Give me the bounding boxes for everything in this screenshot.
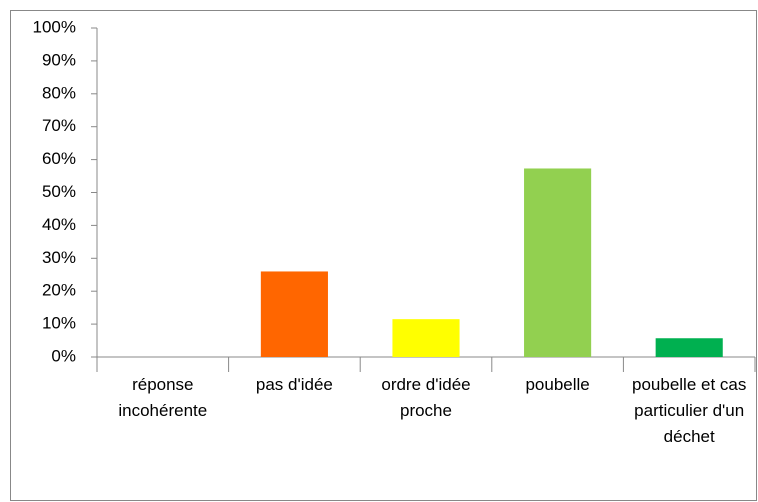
y-tick-label: 80% (42, 83, 76, 102)
bar (655, 338, 723, 357)
y-tick-label: 20% (42, 281, 76, 300)
x-tick-label: réponse incohérente (118, 375, 208, 420)
bar (392, 319, 460, 357)
y-tick-label: 40% (42, 215, 76, 234)
x-tick-label: poubelle et cas particulier d'un déchet (632, 375, 747, 446)
y-tick-label: 70% (42, 116, 76, 135)
bar (260, 271, 328, 357)
y-tick-label: 0% (51, 346, 76, 365)
bar (524, 168, 592, 357)
x-tick-label: poubelle (525, 375, 590, 394)
y-tick-label: 30% (42, 248, 76, 267)
y-tick-label: 60% (42, 149, 76, 168)
x-tick-label: ordre d'idée proche (381, 375, 471, 420)
chart-border (10, 10, 757, 501)
y-tick-label: 100% (33, 17, 76, 36)
x-tick-label: pas d'idée (255, 375, 333, 394)
y-tick-label: 50% (42, 182, 76, 201)
y-tick-label: 90% (42, 50, 76, 69)
y-tick-label: 10% (42, 314, 76, 333)
